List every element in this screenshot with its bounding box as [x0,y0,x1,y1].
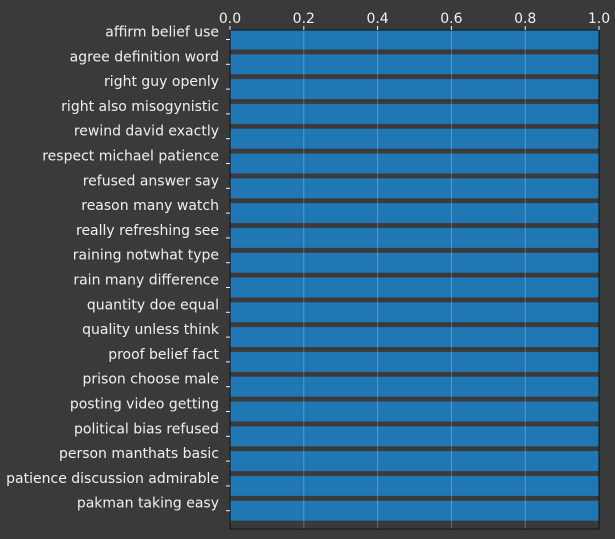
category-label-20: pakman taking easy [77,496,219,512]
x-tick-label-2: 0.4 [366,11,388,27]
bar-2 [230,54,599,75]
category-label-8: reason many watch [81,198,219,214]
bar-1 [230,29,599,50]
category-label-12: quantity doe equal [87,297,219,313]
bar-14 [230,351,599,372]
bar-15 [230,376,599,397]
bar-18 [230,451,599,472]
plot-frame [229,29,600,530]
category-label-17: political bias refused [74,421,219,437]
bar-10 [230,252,599,273]
category-label-3: right guy openly [104,74,219,90]
y-axis-labels: affirm belief use agree definition word ri… [6,25,230,512]
category-label-19: patience discussion admirable [6,471,219,487]
category-label-18: person manthats basic [59,446,219,462]
axes [229,29,600,530]
bar-9 [230,227,599,248]
x-tick-label-5: 1.0 [588,11,610,27]
bars [230,29,599,521]
gridlines [303,30,526,529]
bar-11 [230,277,599,298]
bar-13 [230,327,599,348]
bar-19 [230,475,599,496]
category-label-1: affirm belief use [105,25,219,41]
x-axis-ticks: 0.0 0.2 0.4 0.6 0.8 1.0 [219,11,610,30]
category-label-13: quality unless think [82,322,220,338]
bar-20 [230,500,599,521]
category-label-15: prison choose male [83,372,220,388]
bar-5 [230,128,599,149]
x-tick-label-4: 0.8 [514,11,536,27]
x-tick-label-0: 0.0 [219,11,241,27]
x-tick-label-3: 0.6 [440,11,462,27]
bar-16 [230,401,599,422]
category-label-10: raining notwhat type [73,248,219,264]
category-label-5: rewind david exactly [74,124,219,140]
bar-7 [230,178,599,199]
bar-6 [230,153,599,174]
category-label-9: really refreshing see [76,223,219,239]
category-label-6: respect michael patience [42,149,219,165]
category-label-14: proof belief fact [108,347,219,363]
category-label-4: right also misogynistic [61,99,219,115]
category-label-7: refused answer say [83,173,219,189]
bar-12 [230,302,599,323]
bar-17 [230,426,599,447]
bar-4 [230,103,599,124]
bar-8 [230,203,599,224]
category-label-16: posting video getting [70,397,219,413]
category-label-2: agree definition word [70,49,219,65]
category-label-11: rain many difference [73,273,219,289]
bar-3 [230,79,599,100]
x-tick-label-1: 0.2 [293,11,315,27]
